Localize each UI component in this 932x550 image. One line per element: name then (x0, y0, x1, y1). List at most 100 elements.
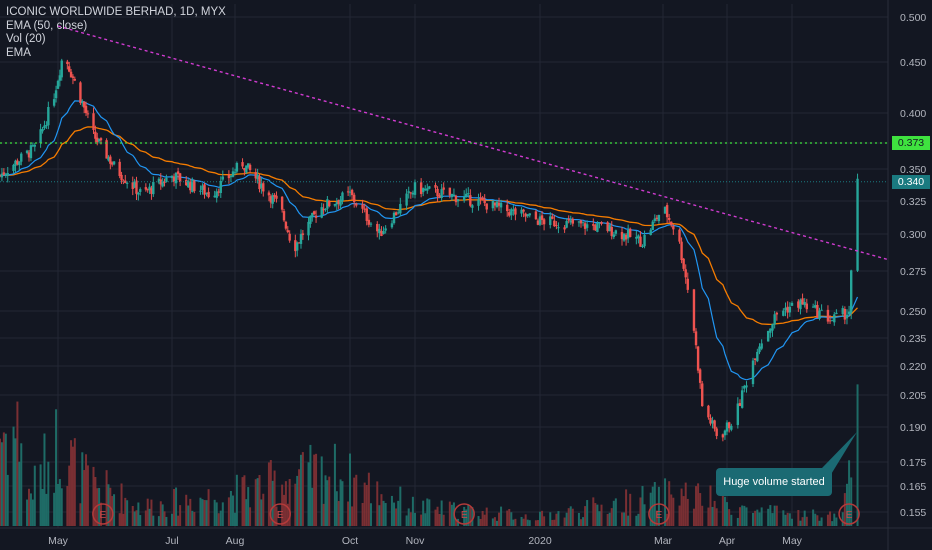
earnings-marker[interactable]: E (453, 503, 475, 525)
candle-body (707, 405, 710, 418)
candle-body (835, 312, 838, 315)
candle-body (571, 218, 574, 224)
volume-bar (405, 515, 408, 526)
candle-body (96, 137, 99, 143)
candle-body (262, 183, 265, 192)
volume-bar (275, 506, 278, 526)
volume-bar (672, 497, 675, 526)
candle-body (219, 180, 222, 193)
candle-body (273, 194, 276, 197)
volume-bar (234, 512, 236, 526)
volume-bar (641, 485, 644, 526)
volume-bar (741, 505, 744, 526)
candle-body (456, 199, 460, 202)
candle-body (723, 430, 727, 436)
candle-body (284, 221, 288, 229)
candle-body (600, 222, 603, 224)
volume-bar (393, 502, 396, 526)
candle-body (803, 302, 806, 306)
candle-body (199, 190, 202, 192)
symbol-title[interactable]: ICONIC WORLDWIDE BERHAD, 1D, MYX (6, 6, 226, 18)
volume-bar (508, 508, 511, 526)
candle-body (201, 185, 204, 190)
volume-bar (351, 506, 354, 526)
volume-bar (339, 479, 342, 526)
volume-bar (380, 494, 383, 526)
candle-body (467, 193, 470, 195)
volume-bar (85, 454, 88, 526)
earnings-marker[interactable]: E (92, 503, 114, 525)
candle-body (258, 176, 261, 190)
volume-bar (831, 521, 834, 526)
candle-body (326, 199, 329, 209)
volume-bar (773, 505, 776, 526)
candle-body (512, 209, 515, 211)
volume-bar (349, 453, 351, 526)
volume-bar (28, 488, 30, 526)
volume-bar (171, 513, 173, 526)
candle-body (692, 289, 696, 331)
earnings-marker[interactable]: E (269, 503, 291, 525)
ema50-label[interactable]: EMA (50, close) (6, 19, 88, 32)
volume-bar (6, 474, 9, 526)
candle-body (178, 173, 182, 182)
candle-body (606, 222, 609, 231)
candle-body (506, 204, 509, 212)
chart-legend: ICONIC WORLDWIDE BERHAD, 1D, MYX EMA (50… (6, 6, 226, 60)
volume-bar (711, 506, 714, 526)
candle-body (390, 223, 394, 228)
volume-label[interactable]: Vol (20) (6, 33, 46, 45)
volume-bar (124, 497, 127, 526)
volume-bar (485, 507, 488, 526)
volume-bar (363, 482, 366, 526)
volume-bar (335, 491, 338, 526)
volume-bar (586, 500, 589, 526)
volume-bar (670, 494, 673, 526)
candle-body (288, 233, 291, 241)
volume-callout[interactable]: Huge volume started (716, 468, 832, 496)
ema-label[interactable]: EMA (6, 46, 31, 59)
candle-body (701, 383, 704, 407)
volume-bar (135, 510, 138, 526)
candle-body (12, 164, 15, 171)
volume-bar (557, 511, 560, 526)
candle-body (309, 215, 312, 224)
volume-bar (434, 509, 437, 526)
volume-bar (231, 495, 234, 526)
candle-body (665, 205, 669, 218)
candle-body (436, 188, 439, 197)
earnings-marker[interactable]: E (648, 503, 670, 525)
volume-bar (98, 487, 101, 526)
volume-bar (189, 498, 192, 526)
volume-bar (137, 502, 140, 526)
x-tick-label: Apr (719, 535, 736, 547)
candle-body (680, 241, 683, 261)
candle-body (788, 306, 792, 313)
candle-body (549, 216, 552, 225)
candle-body (311, 212, 314, 217)
candle-body (579, 220, 583, 224)
candle-body (786, 306, 789, 313)
candle-body (510, 209, 513, 216)
candle-body (538, 216, 542, 225)
volume-bar (448, 501, 451, 526)
volume-bar (221, 502, 224, 526)
earnings-marker[interactable]: E (838, 503, 860, 525)
volume-bar (96, 488, 99, 526)
candle-body (394, 212, 398, 216)
volume-bar (309, 444, 312, 526)
x-tick-label: Mar (654, 535, 673, 547)
volume-bar (161, 504, 164, 526)
candle-body (801, 298, 804, 305)
volume-bar (83, 470, 86, 526)
candle-body (585, 224, 589, 228)
volume-bar (157, 516, 160, 526)
candle-body (120, 174, 123, 181)
volume-bar (296, 475, 299, 526)
candle-body (297, 242, 301, 244)
volume-bar (353, 477, 356, 526)
candle-body (118, 161, 121, 176)
candle-body (508, 212, 511, 216)
candle-body (553, 220, 556, 227)
